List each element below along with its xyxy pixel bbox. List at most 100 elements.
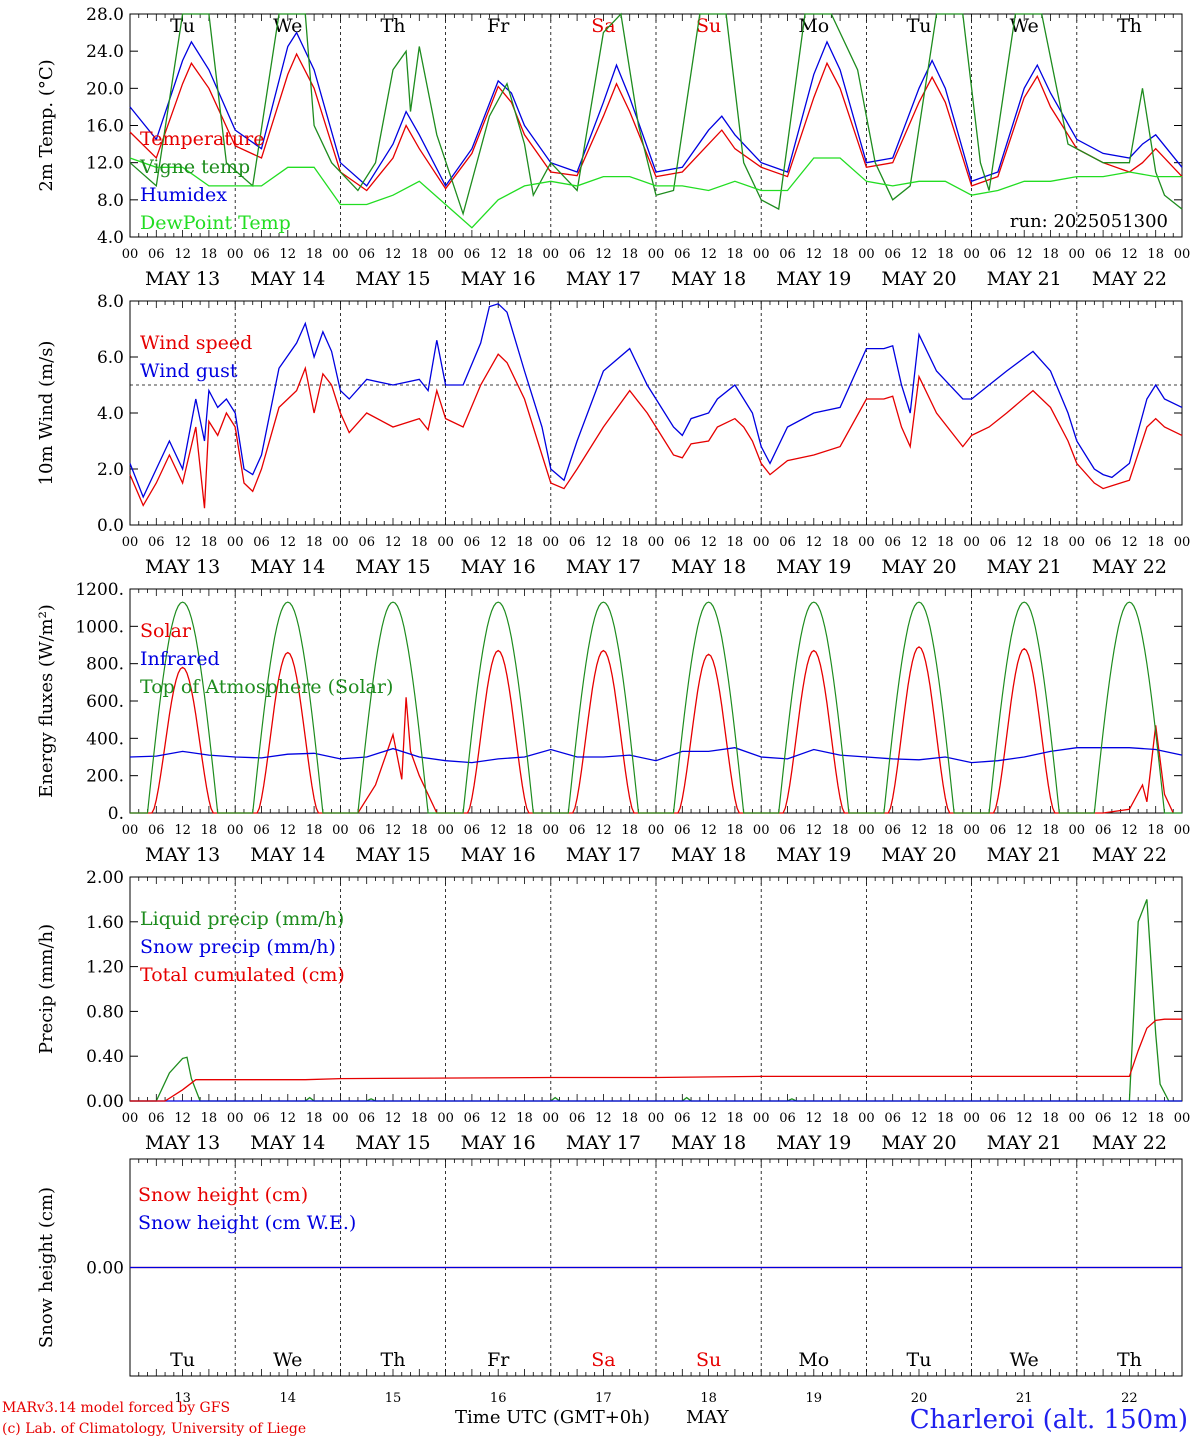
hour-tick-label: 00 <box>437 823 454 838</box>
hour-tick-label: 12 <box>385 247 402 262</box>
date-label: MAY 21 <box>987 556 1062 578</box>
day-name-label: Su <box>696 15 721 37</box>
date-label: MAY 20 <box>881 1132 956 1154</box>
hour-tick-label: 06 <box>358 247 375 262</box>
hour-tick-label: 12 <box>806 823 823 838</box>
hour-tick-label: 06 <box>569 247 586 262</box>
hour-tick-label: 12 <box>280 535 297 550</box>
day-name-label: Fr <box>487 1349 510 1371</box>
hour-tick-label: 06 <box>674 823 691 838</box>
day-number-label: 15 <box>385 1391 402 1406</box>
hour-tick-label: 12 <box>911 1111 928 1126</box>
humidex-line <box>129 31 1183 188</box>
panels: 4.0 8.0 12.0 16.0 20.0 24.0 28.0 2m Temp. (°C) 0… <box>36 5 1190 1406</box>
y-tick-label: 800. <box>86 655 124 675</box>
hour-tick-label: 18 <box>306 535 323 550</box>
hour-tick-label: 18 <box>411 1111 428 1126</box>
hour-tick-label: 00 <box>437 247 454 262</box>
hour-tick-label: 12 <box>806 1111 823 1126</box>
y-tick-label: 0.00 <box>86 1259 124 1279</box>
time-axis-label: Time UTC (GMT+0h) <box>455 1407 650 1428</box>
hour-tick-label: 00 <box>963 823 980 838</box>
legend-entry-wind-gust: Wind gust <box>140 360 238 382</box>
hour-tick-label: 06 <box>990 247 1007 262</box>
hour-tick-label: 12 <box>174 823 191 838</box>
y-tick-label: 0.40 <box>86 1047 124 1067</box>
day-number-label: 18 <box>700 1391 717 1406</box>
legend-entry-snow-height-cm-w-e: Snow height (cm W.E.) <box>138 1212 356 1234</box>
day-number-label: 14 <box>280 1391 297 1406</box>
y-tick-label: 16.0 <box>86 117 124 137</box>
hour-tick-label: 00 <box>332 535 349 550</box>
y-axis-label: 2m Temp. (°C) <box>36 59 57 191</box>
hour-tick-label: 06 <box>884 247 901 262</box>
y-tick-label: 6.0 <box>97 348 124 368</box>
day-name-label: Sa <box>591 1349 615 1371</box>
hour-tick-label: 06 <box>884 823 901 838</box>
hour-tick-label: 18 <box>1042 247 1059 262</box>
hour-tick-label: 18 <box>937 535 954 550</box>
legend-entry-infrared: Infrared <box>140 648 220 670</box>
hour-tick-label: 06 <box>148 535 165 550</box>
y-tick-label: 400. <box>86 729 124 749</box>
hour-tick-label: 12 <box>490 247 507 262</box>
y-tick-label: 2.0 <box>97 460 124 480</box>
day-number-label: 19 <box>806 1391 823 1406</box>
hour-tick-label: 00 <box>753 535 770 550</box>
hour-tick-label: 18 <box>201 247 218 262</box>
hour-tick-label: 12 <box>490 823 507 838</box>
hour-tick-label: 00 <box>122 247 139 262</box>
hour-tick-label: 12 <box>911 247 928 262</box>
date-label: MAY 14 <box>250 1132 325 1154</box>
hour-tick-label: 18 <box>306 823 323 838</box>
hour-tick-label: 12 <box>280 823 297 838</box>
date-label: MAY 20 <box>881 844 956 866</box>
hour-tick-label: 12 <box>911 535 928 550</box>
hour-tick-label: 12 <box>1121 823 1138 838</box>
y-tick-label: 4.0 <box>97 228 124 248</box>
hour-tick-label: 06 <box>990 535 1007 550</box>
hour-tick-label: 18 <box>1147 823 1164 838</box>
hour-tick-label: 12 <box>490 1111 507 1126</box>
hour-tick-label: 00 <box>858 247 875 262</box>
hour-tick-label: 06 <box>1095 535 1112 550</box>
date-label: MAY 15 <box>355 556 430 578</box>
hour-tick-label: 06 <box>253 823 270 838</box>
hour-tick-label: 00 <box>963 1111 980 1126</box>
hour-tick-label: 18 <box>516 247 533 262</box>
date-label: MAY 16 <box>461 268 536 290</box>
hour-tick-label: 18 <box>621 1111 638 1126</box>
hour-tick-label: 00 <box>227 1111 244 1126</box>
day-name-label: Tu <box>170 1349 195 1371</box>
hour-tick-label: 18 <box>727 1111 744 1126</box>
hour-tick-label: 00 <box>227 535 244 550</box>
hour-tick-label: 12 <box>1016 247 1033 262</box>
day-name-label: Th <box>381 1349 406 1371</box>
y-tick-label: 4.0 <box>97 404 124 424</box>
legend-entry-snow-precip-mm-h: Snow precip (mm/h) <box>140 936 336 958</box>
hour-tick-label: 12 <box>280 247 297 262</box>
day-name-label: Sa <box>591 15 615 37</box>
hour-tick-label: 12 <box>174 535 191 550</box>
hour-tick-label: 18 <box>1147 247 1164 262</box>
date-label: MAY 14 <box>250 844 325 866</box>
hour-tick-label: 18 <box>516 535 533 550</box>
y-tick-label: 8.0 <box>97 191 124 211</box>
hour-tick-label: 00 <box>543 1111 560 1126</box>
hour-tick-label: 00 <box>753 247 770 262</box>
date-label: MAY 16 <box>461 844 536 866</box>
legend-entry-vigne-temp: Vigne temp <box>139 156 250 178</box>
hour-tick-label: 00 <box>648 823 665 838</box>
y-tick-label: 1200. <box>75 580 124 600</box>
date-label: MAY 19 <box>776 268 851 290</box>
y-tick-label: 600. <box>86 692 124 712</box>
panel-3: 0. 200. 400. 600. 800. 1000. 1200. Energy fluxe… <box>36 580 1190 866</box>
legend-entry-humidex: Humidex <box>140 184 227 206</box>
hour-tick-label: 00 <box>858 535 875 550</box>
hour-tick-label: 18 <box>411 823 428 838</box>
hour-tick-label: 06 <box>779 1111 796 1126</box>
infrared-line <box>129 747 1183 764</box>
hour-tick-label: 00 <box>648 535 665 550</box>
date-label: MAY 17 <box>566 268 641 290</box>
